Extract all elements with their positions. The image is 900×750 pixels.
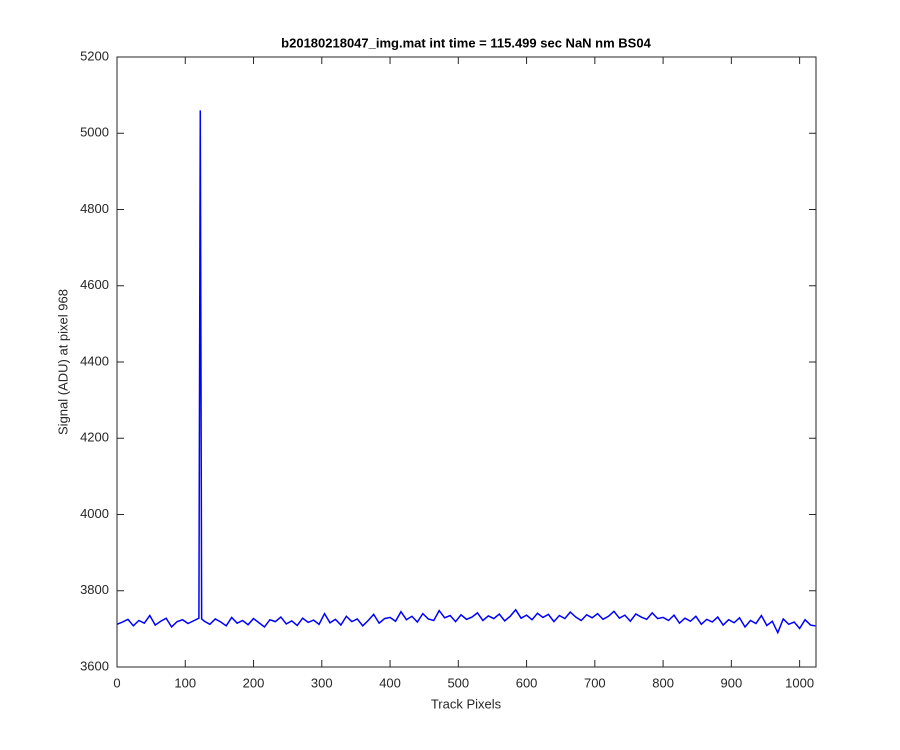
chart-title: b20180218047_img.mat int time = 115.499 … [281,35,651,50]
x-tick-label: 500 [447,675,469,690]
x-tick-label: 200 [243,675,265,690]
axes-box [116,56,817,668]
y-tick-label: 3800 [80,582,109,597]
plot-area [117,57,816,667]
x-tick-label: 800 [652,675,674,690]
y-tick-label: 5200 [80,48,109,63]
x-tick-label: 1000 [785,675,814,690]
y-tick-label: 5000 [80,125,109,140]
y-tick-label: 4200 [80,430,109,445]
x-tick-label: 100 [174,675,196,690]
y-axis-label: Signal (ADU) at pixel 968 [55,289,70,435]
y-tick-label: 4800 [80,201,109,216]
x-tick-label: 900 [721,675,743,690]
x-tick-label: 700 [584,675,606,690]
y-tick-label: 4600 [80,277,109,292]
x-tick-label: 600 [516,675,538,690]
x-tick-label: 400 [379,675,401,690]
x-tick-label: 0 [113,675,120,690]
x-axis-label: Track Pixels [431,696,502,711]
x-tick-label: 300 [311,675,333,690]
data-line [116,110,816,635]
y-tick-label: 4400 [80,353,109,368]
y-tick-label: 3600 [80,658,109,673]
y-tick-label: 4000 [80,506,109,521]
